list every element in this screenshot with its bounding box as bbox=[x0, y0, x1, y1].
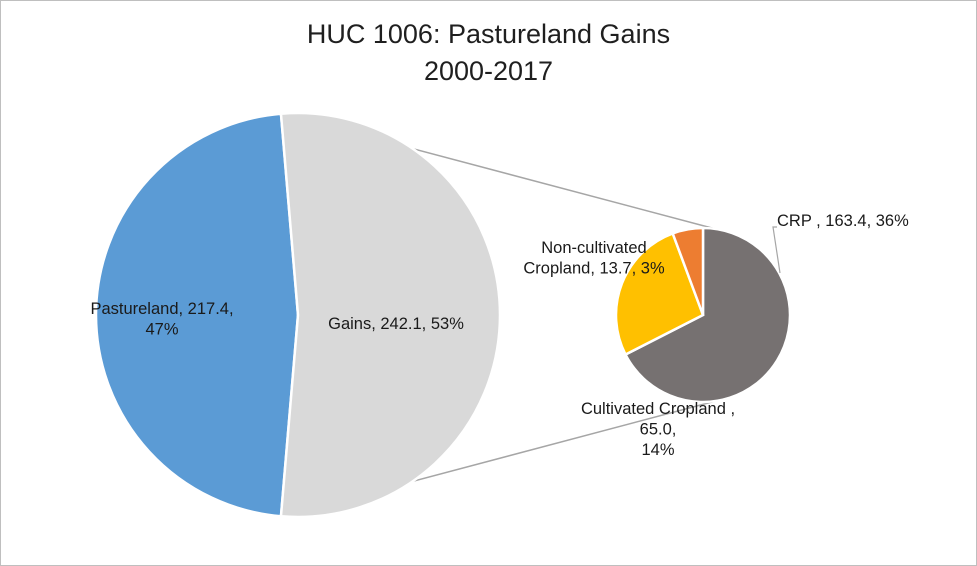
pie-slice-non-cultivated-cropland bbox=[671, 226, 705, 316]
chart-title: HUC 1006: Pastureland Gains bbox=[306, 19, 671, 49]
data-label-cultivated-cropland-line-1: Cultivated Cropland , bbox=[581, 400, 735, 418]
data-label-pastureland: Pastureland, 217.4, 47% bbox=[90, 300, 233, 339]
chart-subtitle: 2000-2017 bbox=[423, 56, 554, 86]
pie-slice-crp bbox=[623, 226, 792, 404]
data-label-crp-line-1: CRP , 163.4, 36% bbox=[777, 212, 909, 230]
data-label-pastureland-line-1: Pastureland, 217.4, bbox=[90, 300, 233, 318]
pie-slice-pastureland bbox=[94, 112, 300, 518]
pie-slice-cultivated-cropland bbox=[614, 231, 705, 357]
data-label-cultivated-cropland-line-3: 14% bbox=[641, 441, 674, 459]
data-label-non-cultivated-cropland-line-1: Non-cultivated bbox=[541, 239, 646, 257]
data-label-non-cultivated-cropland-line-2: Cropland, 13.7, 3% bbox=[523, 260, 665, 278]
data-label-non-cultivated-cropland: Non-cultivated Cropland, 13.7, 3% bbox=[523, 239, 665, 278]
data-label-gains: Gains, 242.1, 53% bbox=[328, 315, 464, 333]
data-label-gains-line-1: Gains, 242.1, 53% bbox=[328, 315, 464, 333]
data-label-cultivated-cropland-line-2: 65.0, bbox=[640, 421, 677, 439]
pie-slice-gains bbox=[279, 111, 502, 519]
crp-leader-line bbox=[772, 226, 781, 274]
data-label-pastureland-line-2: 47% bbox=[145, 321, 178, 339]
data-label-cultivated-cropland: Cultivated Cropland , 65.0, 14% bbox=[581, 400, 735, 459]
data-label-crp: CRP , 163.4, 36% bbox=[777, 212, 909, 230]
